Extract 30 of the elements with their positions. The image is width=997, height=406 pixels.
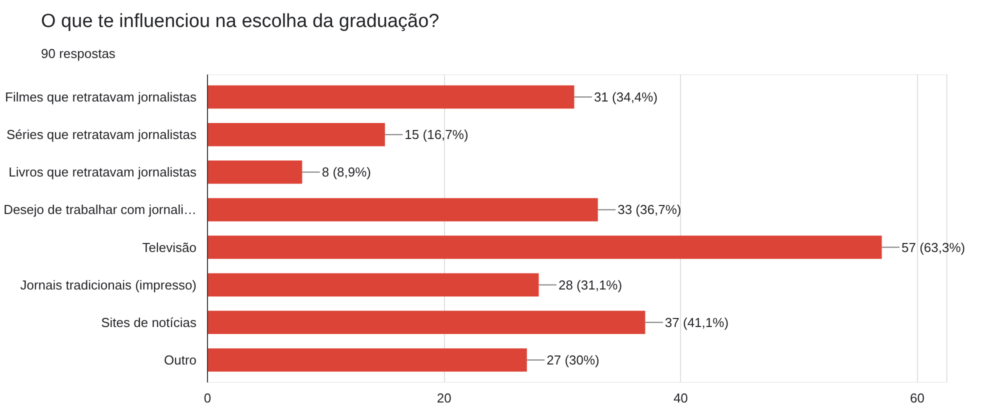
y-tick-label: Filmes que retratavam jornalistas [5,89,197,104]
bar [208,272,539,296]
bar [208,235,882,259]
x-tick-label: 0 [204,390,212,406]
data-label: 37 (41,1%) [664,314,729,330]
data-label: 28 (31,1%) [558,277,622,292]
data-label: 8 (8,9%) [322,164,372,180]
bar [208,85,574,108]
bar [208,160,302,184]
x-tick-label: 60 [910,390,924,406]
data-label: 33 (36,7%) [618,202,682,217]
y-tick-label: Jornais tradicionais (impresso) [20,277,196,292]
text: 90 respostas [41,45,116,64]
data-label: 15 (16,7%) [404,126,468,142]
y-tick-label: Televisão [142,239,197,254]
bar [208,198,598,222]
y-tick-label: Livros que retratavam jornalistas [8,164,197,180]
y-tick-label: Outro [164,352,197,368]
data-label: 31 (34,4%) [594,89,658,104]
data-label: 57 (63,3%) [902,239,966,254]
bar [208,310,646,334]
bar [208,122,385,146]
chart-title: O que te influenciou na escolha da graduação? [41,10,440,34]
bar [208,348,527,372]
x-tick-label: 40 [673,390,688,406]
data-label: 27 (30%) [546,352,600,368]
y-tick-label: Sites de notícias [101,314,197,330]
y-tick-label: Séries que retratavam jornalistas [6,126,197,142]
y-tick-label: Desejo de trabalhar com jornali… [4,202,197,217]
x-tick-label: 20 [436,390,452,406]
